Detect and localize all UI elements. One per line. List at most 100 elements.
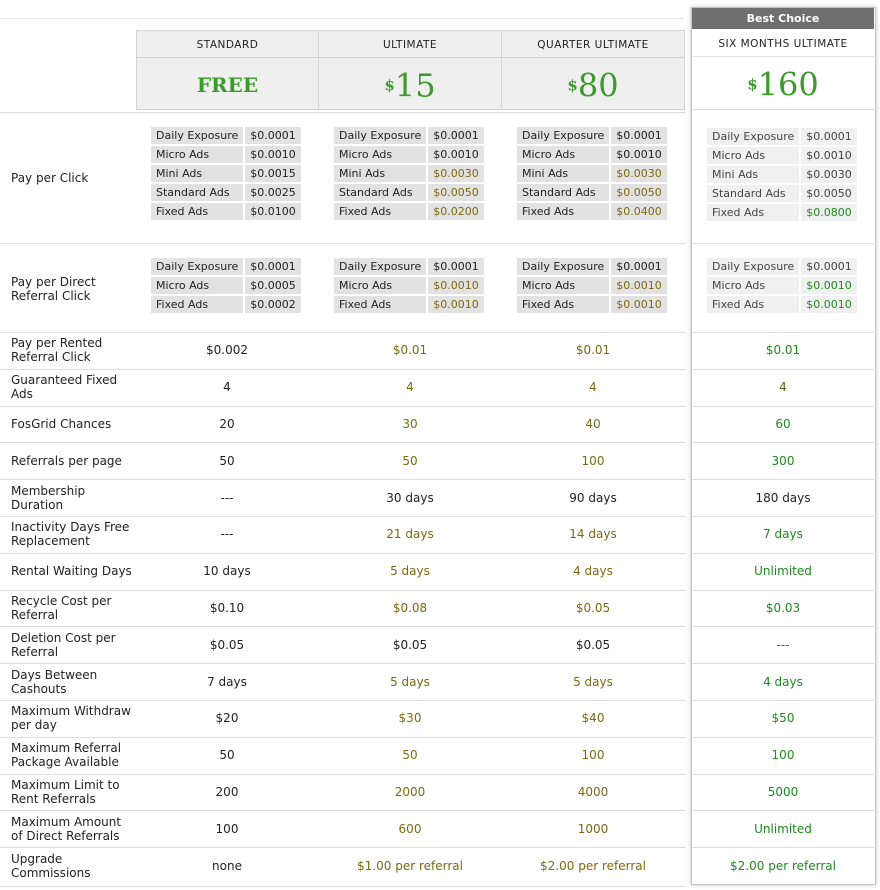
plan-price: $15 xyxy=(319,58,501,110)
feature-row: Days Between Cashouts 7 days 5 days 5 da… xyxy=(0,663,880,700)
rate-key: Daily Exposure xyxy=(517,127,610,144)
row-divider xyxy=(0,479,686,481)
plan-header-ultimate: ULTIMATE $15 xyxy=(318,30,502,110)
row-divider xyxy=(692,736,874,738)
rate-key: Daily Exposure xyxy=(517,258,610,275)
value-standard: $0.10 xyxy=(209,600,245,615)
plan-name: SIX MONTHS ULTIMATE xyxy=(692,30,874,57)
row-label: Deletion Cost per Referral xyxy=(11,630,116,659)
feature-row: Upgrade Commissions none $1.00 per refer… xyxy=(0,847,880,884)
row-label: Maximum Referral Package Available xyxy=(11,741,122,770)
row-divider xyxy=(692,810,874,812)
row-divider xyxy=(0,243,686,244)
row-label-pay-per-click: Pay per Click xyxy=(11,171,89,185)
rate-key: Fixed Ads xyxy=(517,203,610,220)
plan-header-quarter-ultimate: QUARTER ULTIMATE $80 xyxy=(501,30,685,110)
value-quarter-ultimate: $0.01 xyxy=(575,343,611,358)
row-divider xyxy=(0,847,686,849)
rate-row: Fixed Ads $0.0010 xyxy=(517,296,667,313)
row-divider xyxy=(692,847,874,849)
value-ultimate: 21 days xyxy=(386,527,434,542)
row-divider xyxy=(0,810,686,812)
rate-row: Micro Ads $0.0010 xyxy=(517,146,667,163)
rate-row: Standard Ads $0.0025 xyxy=(151,184,301,201)
value-six-months-ultimate: 60 xyxy=(775,416,791,431)
rate-key: Fixed Ads xyxy=(334,203,427,220)
row-label: Recycle Cost per Referral xyxy=(11,593,112,622)
value-six-months-ultimate: Unlimited xyxy=(754,821,812,836)
rate-row: Mini Ads $0.0030 xyxy=(517,165,667,182)
row-label: FosGrid Chances xyxy=(11,416,112,431)
rate-row: Fixed Ads $0.0800 xyxy=(707,204,857,221)
rate-key: Mini Ads xyxy=(334,165,427,182)
feature-row: Pay per Rented Referral Click $0.002 $0.… xyxy=(0,332,880,369)
rate-row: Standard Ads $0.0050 xyxy=(517,184,667,201)
rate-row: Daily Exposure $0.0001 xyxy=(151,258,301,275)
plan-name: STANDARD xyxy=(137,31,318,58)
value-standard: $0.002 xyxy=(206,343,248,358)
top-divider xyxy=(0,18,684,19)
rate-row: Fixed Ads $0.0002 xyxy=(151,296,301,313)
rate-value: $0.0030 xyxy=(428,165,484,182)
rate-value: $0.0001 xyxy=(245,258,301,275)
rate-value: $0.0010 xyxy=(245,146,301,163)
rate-row: Mini Ads $0.0015 xyxy=(151,165,301,182)
value-standard: 10 days xyxy=(203,564,251,579)
row-divider xyxy=(692,243,874,244)
row-divider xyxy=(0,516,686,517)
value-ultimate: $1.00 per referral xyxy=(357,858,463,873)
value-quarter-ultimate: 4 xyxy=(589,380,597,395)
rate-key: Micro Ads xyxy=(334,146,427,163)
rate-key: Standard Ads xyxy=(707,185,800,202)
row-label: Maximum Amount of Direct Referrals xyxy=(11,814,122,843)
rate-row: Mini Ads $0.0030 xyxy=(707,166,857,183)
ppc-rates-standard: Daily Exposure $0.0001 Micro Ads $0.0010 M… xyxy=(149,125,303,222)
value-ultimate: 5 days xyxy=(390,564,430,579)
rate-key: Daily Exposure xyxy=(707,258,800,275)
rate-value: $0.0010 xyxy=(428,296,484,313)
value-quarter-ultimate: 100 xyxy=(581,453,605,468)
rate-value: $0.0010 xyxy=(611,296,667,313)
value-standard: none xyxy=(212,858,242,873)
row-divider xyxy=(0,663,686,665)
value-ultimate: 2000 xyxy=(394,784,426,799)
value-standard: 50 xyxy=(219,748,235,763)
rate-row: Standard Ads $0.0050 xyxy=(334,184,484,201)
rate-value: $0.0001 xyxy=(245,127,301,144)
row-divider xyxy=(0,405,686,407)
row-divider xyxy=(692,552,874,554)
rate-value: $0.0010 xyxy=(801,277,857,294)
row-divider xyxy=(0,112,686,113)
value-standard: $0.05 xyxy=(209,637,245,652)
value-six-months-ultimate: 180 days xyxy=(755,490,811,505)
rate-value: $0.0200 xyxy=(428,203,484,220)
value-six-months-ultimate: --- xyxy=(776,637,790,652)
value-ultimate: 50 xyxy=(402,453,418,468)
rate-value: $0.0050 xyxy=(428,184,484,201)
row-label: Rental Waiting Days xyxy=(11,564,132,579)
row-divider xyxy=(0,332,686,333)
row-divider xyxy=(692,332,874,333)
feature-row: Recycle Cost per Referral $0.10 $0.08 $0… xyxy=(0,589,880,627)
row-divider xyxy=(0,589,686,591)
rate-key: Mini Ads xyxy=(517,165,610,182)
value-quarter-ultimate: 4000 xyxy=(577,784,609,799)
value-ultimate: 50 xyxy=(402,748,418,763)
rate-value: $0.0010 xyxy=(801,147,857,164)
rate-key: Micro Ads xyxy=(707,147,800,164)
rate-value: $0.0001 xyxy=(611,258,667,275)
feature-row: Maximum Referral Package Available 50 50… xyxy=(0,736,880,774)
plan-price: $80 xyxy=(502,58,684,110)
rate-key: Fixed Ads xyxy=(151,203,244,220)
value-standard: 7 days xyxy=(207,674,247,689)
feature-row: Maximum Limit to Rent Referrals 200 2000… xyxy=(0,773,880,811)
value-six-months-ultimate: 5000 xyxy=(767,784,799,799)
rate-value: $0.0015 xyxy=(245,165,301,182)
rate-value: $0.0001 xyxy=(428,127,484,144)
rate-key: Micro Ads xyxy=(517,277,610,294)
value-quarter-ultimate: $0.05 xyxy=(575,637,611,652)
rate-row: Micro Ads $0.0005 xyxy=(151,277,301,294)
rate-value: $0.0010 xyxy=(428,277,484,294)
value-quarter-ultimate: 14 days xyxy=(569,527,617,542)
rate-value: $0.0001 xyxy=(801,258,857,275)
